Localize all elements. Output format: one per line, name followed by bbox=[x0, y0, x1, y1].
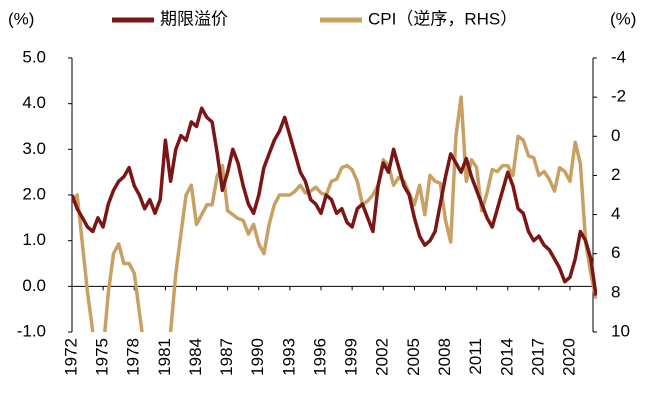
y-unit-label: (%) bbox=[8, 9, 34, 28]
x-tick-label: 2005 bbox=[404, 338, 423, 376]
legend-label: CPI（逆序，RHS） bbox=[368, 9, 517, 28]
y2-tick-label: 2 bbox=[611, 165, 620, 184]
y2-tick-label: 4 bbox=[611, 204, 620, 223]
y-tick-label: 3.0 bbox=[22, 139, 46, 158]
y2-tick-label: -2 bbox=[611, 87, 626, 106]
x-tick-label: 1978 bbox=[124, 338, 143, 376]
x-tick-label: 1981 bbox=[155, 338, 174, 376]
y2-unit-label: (%) bbox=[610, 9, 636, 28]
x-tick-label: 1972 bbox=[61, 338, 80, 376]
y2-tick-label: 8 bbox=[611, 282, 620, 301]
y-tick-label: 4.0 bbox=[22, 93, 46, 112]
y2-tick-label: 0 bbox=[611, 126, 620, 145]
x-tick-label: 1990 bbox=[248, 338, 267, 376]
legend: 期限溢价 CPI（逆序，RHS） bbox=[112, 9, 517, 28]
y-tick-label: 5.0 bbox=[22, 47, 46, 66]
x-tick-label: 2008 bbox=[435, 338, 454, 376]
x-tick-label: 1975 bbox=[93, 338, 112, 376]
y-tick-label: 1.0 bbox=[22, 230, 46, 249]
y2-tick-label: -4 bbox=[611, 47, 626, 66]
legend-label: 期限溢价 bbox=[160, 9, 228, 28]
y-tick-label: 2.0 bbox=[22, 184, 46, 203]
x-tick-label: 2002 bbox=[373, 338, 392, 376]
x-tick-label: 1996 bbox=[310, 338, 329, 376]
y2-tick-label: 6 bbox=[611, 243, 620, 262]
series-line bbox=[72, 106, 597, 296]
x-tick-label: 2020 bbox=[560, 338, 579, 376]
x-tick-label: 2014 bbox=[497, 338, 516, 376]
x-tick-label: 2011 bbox=[466, 338, 485, 375]
x-tick-label: 2017 bbox=[528, 338, 547, 376]
y-tick-label: 0.0 bbox=[22, 276, 46, 295]
x-tick-label: 1984 bbox=[186, 338, 205, 376]
series-line bbox=[72, 95, 597, 332]
x-tick-label: 1999 bbox=[342, 338, 361, 376]
x-tick-label: 1987 bbox=[217, 338, 236, 376]
x-tick-label: 1993 bbox=[279, 338, 298, 376]
y-tick-label: -1.0 bbox=[17, 321, 46, 340]
y2-tick-label: 10 bbox=[611, 321, 630, 340]
